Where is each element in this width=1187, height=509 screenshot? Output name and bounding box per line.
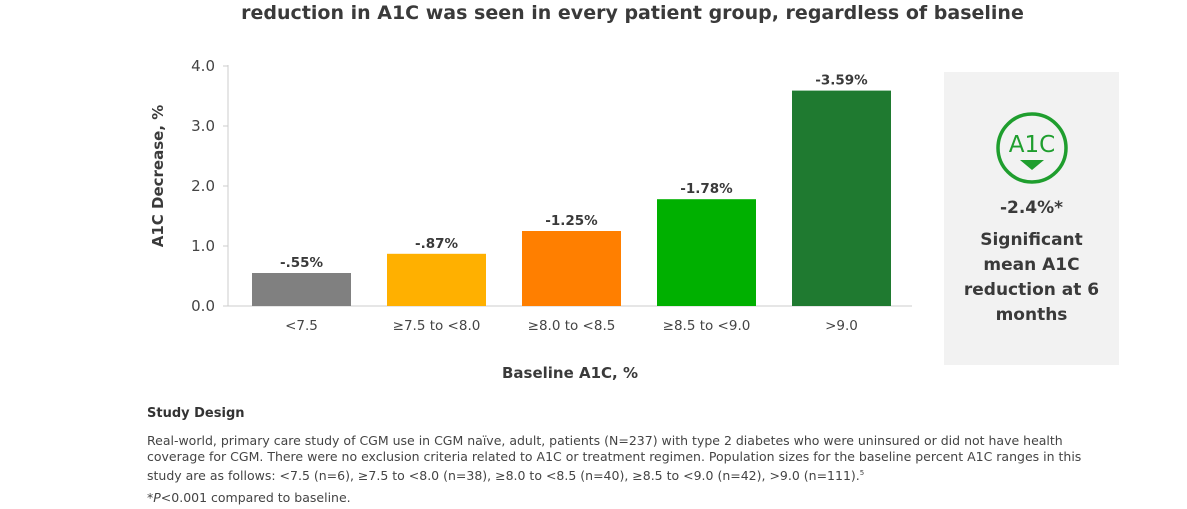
footnote-text: <0.001 compared to baseline. bbox=[160, 490, 351, 506]
footnote-star: * bbox=[147, 490, 154, 506]
study-design-heading: Study Design bbox=[147, 406, 245, 421]
down-arrow-icon bbox=[1020, 160, 1044, 170]
bar-5 bbox=[792, 90, 891, 306]
x-tick-label: ≥8.5 to <9.0 bbox=[663, 318, 751, 334]
bar-2 bbox=[387, 253, 486, 306]
bar-data-label: -.87% bbox=[415, 236, 459, 252]
mean-reduction-description: Significant mean A1C reduction at 6 mont… bbox=[963, 230, 1100, 325]
y-tick-label: 4.0 bbox=[191, 57, 215, 75]
y-tick-label: 0.0 bbox=[191, 297, 215, 315]
x-tick-label: ≥7.5 to <8.0 bbox=[393, 318, 481, 334]
study-design-body: Real-world, primary care study of CGM us… bbox=[147, 433, 1107, 484]
footnote: *P<0.001 compared to baseline. bbox=[147, 490, 1107, 506]
reference-marker: 5 bbox=[859, 469, 865, 477]
bar-data-label: -1.78% bbox=[680, 181, 733, 197]
bar-4 bbox=[657, 199, 756, 306]
y-tick-label: 1.0 bbox=[191, 237, 215, 255]
y-tick-label: 3.0 bbox=[191, 117, 215, 135]
bar-1 bbox=[252, 273, 351, 306]
headline: reduction in A1C was seen in every patie… bbox=[241, 2, 1024, 24]
bar-data-label: -.55% bbox=[280, 255, 324, 271]
y-tick-label: 2.0 bbox=[191, 177, 215, 195]
study-design-text: Real-world, primary care study of CGM us… bbox=[147, 433, 1082, 484]
x-tick-label: <7.5 bbox=[285, 318, 318, 334]
study-design-section: Study Design Real-world, primary care st… bbox=[147, 406, 1107, 506]
bar-data-label: -1.25% bbox=[545, 213, 598, 229]
a1c-down-icon: A1C bbox=[996, 112, 1068, 184]
summary-card: A1C -2.4%* Significant mean A1C reductio… bbox=[944, 72, 1119, 365]
y-axis-title: A1C Decrease, % bbox=[149, 105, 167, 248]
mean-reduction-value: -2.4%* bbox=[999, 198, 1064, 218]
x-tick-label: ≥8.0 to <8.5 bbox=[528, 318, 616, 334]
bar-chart: 0.0 1.0 2.0 3.0 4.0 -.55% -.87% -1.25% -1.78% -3… bbox=[149, 57, 912, 382]
x-axis-title: Baseline A1C, % bbox=[502, 364, 638, 382]
badge-ring bbox=[996, 112, 1068, 184]
footnote-p: P bbox=[153, 490, 161, 506]
bar-data-label: -3.59% bbox=[815, 73, 868, 89]
x-tick-label: >9.0 bbox=[825, 318, 858, 334]
badge-label: A1C bbox=[1009, 132, 1055, 158]
bar-3 bbox=[522, 231, 621, 306]
